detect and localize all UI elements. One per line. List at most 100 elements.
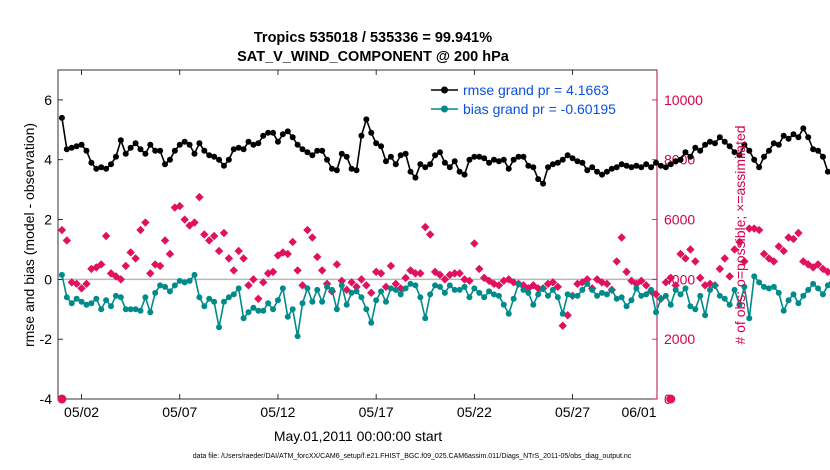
rmse-point	[603, 168, 610, 175]
bias-point	[338, 282, 345, 289]
rmse-point	[225, 156, 232, 163]
rmse-point	[441, 159, 448, 166]
rmse-point	[378, 143, 385, 150]
obs-possible-point	[219, 228, 229, 238]
y-right-tick-label: 2000	[664, 331, 695, 347]
rmse-point	[525, 162, 532, 169]
bias-point	[319, 298, 326, 305]
rmse-point	[545, 164, 552, 171]
y-left-tick-label: 4	[44, 152, 52, 168]
bias-point	[662, 292, 669, 299]
rmse-point	[260, 132, 267, 139]
obs-possible-point	[376, 269, 386, 278]
legend-label: bias grand pr = -0.60195	[463, 101, 616, 117]
bias-point	[324, 283, 331, 290]
bias-point	[220, 298, 227, 305]
bias-point	[702, 312, 709, 319]
obs-possible-point	[450, 269, 459, 278]
rmse-point	[309, 152, 316, 159]
rmse-point	[746, 147, 753, 154]
bias-point	[83, 301, 90, 308]
rmse-point	[373, 140, 380, 147]
rmse-point	[785, 135, 792, 142]
bias-point	[181, 279, 188, 286]
obs-possible-point	[386, 261, 396, 271]
obs-possible-point	[435, 270, 445, 280]
obs-possible-point	[165, 249, 175, 259]
obs-possible-point	[764, 254, 774, 263]
bias-point	[711, 282, 718, 289]
obs-endpoint-marker	[57, 394, 67, 404]
obs-possible-point	[440, 275, 450, 284]
bias-point	[638, 292, 645, 299]
rmse-point	[446, 164, 453, 171]
bias-point	[279, 285, 286, 292]
bias-point	[540, 285, 547, 292]
rmse-point	[112, 153, 119, 160]
bias-point	[157, 282, 164, 289]
bias-point	[122, 306, 129, 313]
bias-point	[824, 282, 830, 289]
bias-point	[765, 285, 772, 292]
obs-possible-point	[317, 266, 327, 275]
obs-possible-point	[754, 225, 764, 235]
rmse-point	[255, 140, 262, 147]
rmse-point	[682, 149, 689, 156]
rmse-point	[422, 164, 429, 171]
rmse-point	[716, 134, 723, 141]
rmse-point	[819, 153, 826, 160]
bias-point	[564, 291, 571, 298]
rmse-point	[741, 141, 748, 148]
rmse-point	[540, 180, 547, 187]
rmse-point	[702, 141, 709, 148]
bias-point	[432, 282, 439, 289]
obs-possible-point	[813, 260, 823, 269]
bias-point	[274, 297, 281, 304]
obs-possible-point	[612, 257, 621, 266]
rmse-point	[216, 156, 223, 163]
rmse-point	[677, 156, 684, 163]
obs-possible-point	[455, 269, 464, 278]
bias-point	[751, 273, 758, 280]
rmse-point	[589, 164, 596, 171]
bias-point	[554, 294, 561, 301]
rmse-point	[623, 162, 630, 169]
obs-possible-point	[779, 246, 788, 256]
rmse-point	[206, 152, 213, 159]
legend-marker	[441, 105, 448, 113]
obs-possible-point	[666, 273, 675, 283]
obs-possible-point	[769, 257, 779, 266]
bias-point	[628, 297, 635, 304]
obs-possible-point	[597, 278, 607, 287]
rmse-point	[824, 168, 830, 175]
bias-point	[309, 298, 316, 305]
bias-point	[216, 324, 223, 331]
obs-possible-point	[205, 236, 214, 245]
rmse-point	[392, 161, 399, 168]
obs-possible-point	[141, 218, 150, 227]
bias-point	[657, 295, 664, 302]
bias-point	[373, 297, 380, 304]
rmse-point	[137, 146, 144, 153]
obs-possible-point	[391, 279, 400, 289]
rmse-point	[363, 116, 370, 123]
rmse-point	[294, 141, 301, 148]
rmse-point	[201, 147, 208, 154]
bias-point	[63, 294, 70, 301]
bias-point	[397, 291, 404, 298]
chart-title-line1: Tropics 535018 / 535336 = 99.941%	[254, 30, 492, 46]
rmse-point	[795, 134, 802, 141]
rmse-point	[657, 162, 664, 169]
bias-point	[314, 286, 321, 293]
rmse-point	[328, 165, 335, 172]
footer-data-file: data file: /Users/raeder/DAI/ATM_forcXX/…	[193, 453, 632, 460]
obs-possible-point	[465, 276, 474, 286]
bias-point	[368, 319, 375, 326]
obs-possible-point	[170, 203, 180, 212]
bias-point	[98, 306, 105, 313]
obs-possible-point	[357, 275, 366, 284]
bias-point	[328, 286, 335, 293]
obs-possible-point	[730, 245, 739, 254]
bias-point	[93, 295, 100, 302]
